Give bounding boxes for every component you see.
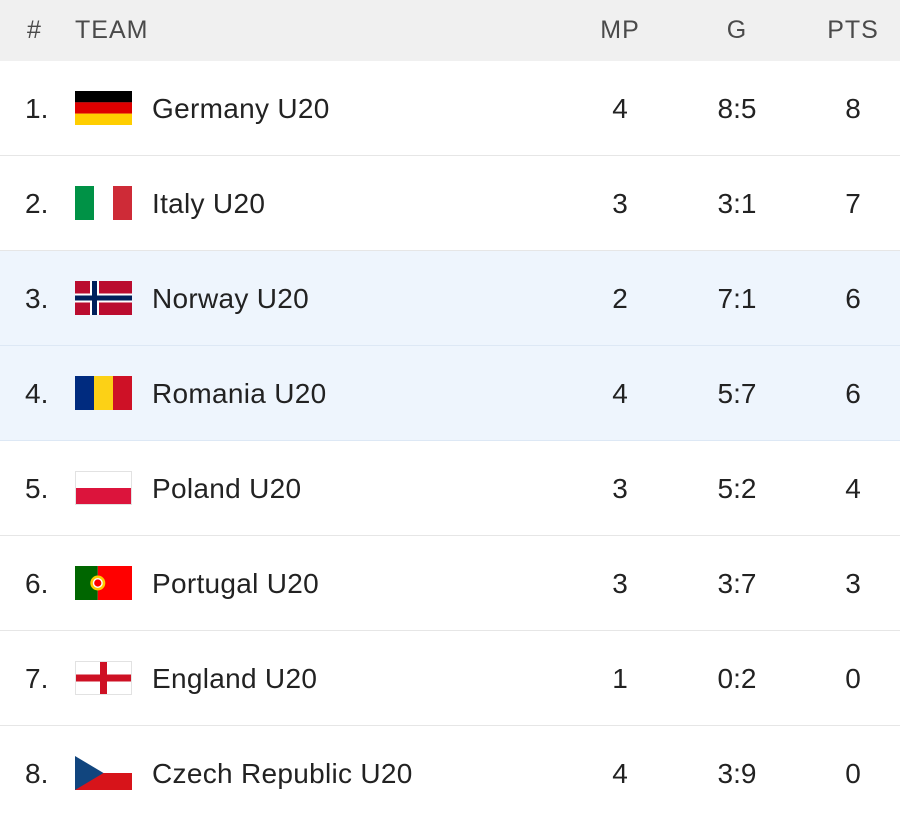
points: 6	[845, 378, 861, 409]
header-team[interactable]: TEAM	[75, 16, 149, 44]
germany-flag-icon	[75, 91, 132, 125]
row-rank: 3.	[25, 283, 49, 314]
points: 0	[845, 663, 861, 694]
team-name[interactable]: Italy U20	[152, 188, 266, 219]
team-name[interactable]: Norway U20	[152, 283, 310, 314]
team-name[interactable]: Czech Republic U20	[152, 758, 413, 789]
matches-played: 4	[612, 378, 628, 409]
table-row[interactable]: 5. Poland U20 3 5:2 4	[0, 441, 900, 536]
goals: 3:1	[717, 188, 757, 219]
goals: 5:7	[717, 378, 757, 409]
row-rank: 4.	[25, 378, 49, 409]
points: 3	[845, 568, 861, 599]
team-name[interactable]: Poland U20	[152, 473, 302, 504]
matches-played: 4	[612, 93, 628, 124]
row-rank: 7.	[25, 663, 49, 694]
header-rank[interactable]: #	[27, 16, 42, 44]
goals: 7:1	[717, 283, 757, 314]
england-flag-icon	[75, 661, 132, 695]
matches-played: 3	[612, 473, 628, 504]
row-rank: 1.	[25, 93, 49, 124]
team-name[interactable]: Germany U20	[152, 93, 330, 124]
matches-played: 2	[612, 283, 628, 314]
header-goals[interactable]: G	[726, 16, 748, 44]
header-points[interactable]: PTS	[827, 16, 879, 44]
portugal-flag-icon	[75, 566, 132, 600]
points: 8	[845, 93, 861, 124]
matches-played: 4	[612, 758, 628, 789]
goals: 8:5	[717, 93, 757, 124]
matches-played: 1	[612, 663, 628, 694]
row-rank: 6.	[25, 568, 49, 599]
points: 7	[845, 188, 861, 219]
points: 4	[845, 473, 861, 504]
row-rank: 2.	[25, 188, 49, 219]
table-row[interactable]: 6. Portugal U20 3 3:7 3	[0, 536, 900, 631]
italy-flag-icon	[75, 186, 132, 220]
matches-played: 3	[612, 568, 628, 599]
goals: 5:2	[717, 473, 757, 504]
table-header: # TEAM MP G PTS	[0, 0, 900, 61]
table-row[interactable]: 2. Italy U20 3 3:1 7	[0, 156, 900, 251]
poland-flag-icon	[75, 471, 132, 505]
table-row[interactable]: 8. Czech Republic U20 4 3:9 0	[0, 726, 900, 821]
points: 6	[845, 283, 861, 314]
team-name[interactable]: Portugal U20	[152, 568, 320, 599]
team-name[interactable]: Romania U20	[152, 378, 327, 409]
romania-flag-icon	[75, 376, 132, 410]
header-matches-played[interactable]: MP	[600, 16, 640, 44]
table-row[interactable]: 4. Romania U20 4 5:7 6	[0, 346, 900, 441]
matches-played: 3	[612, 188, 628, 219]
goals: 3:9	[717, 758, 757, 789]
goals: 0:2	[717, 663, 757, 694]
points: 0	[845, 758, 861, 789]
table-row[interactable]: 1. Germany U20 4 8:5 8	[0, 61, 900, 156]
row-rank: 8.	[25, 758, 49, 789]
goals: 3:7	[717, 568, 757, 599]
table-row[interactable]: 3. Norway U20 2 7:1 6	[0, 251, 900, 346]
team-name[interactable]: England U20	[152, 663, 318, 694]
norway-flag-icon	[75, 281, 132, 315]
czech-republic-flag-icon	[75, 756, 132, 790]
table-row[interactable]: 7. England U20 1 0:2 0	[0, 631, 900, 726]
row-rank: 5.	[25, 473, 49, 504]
